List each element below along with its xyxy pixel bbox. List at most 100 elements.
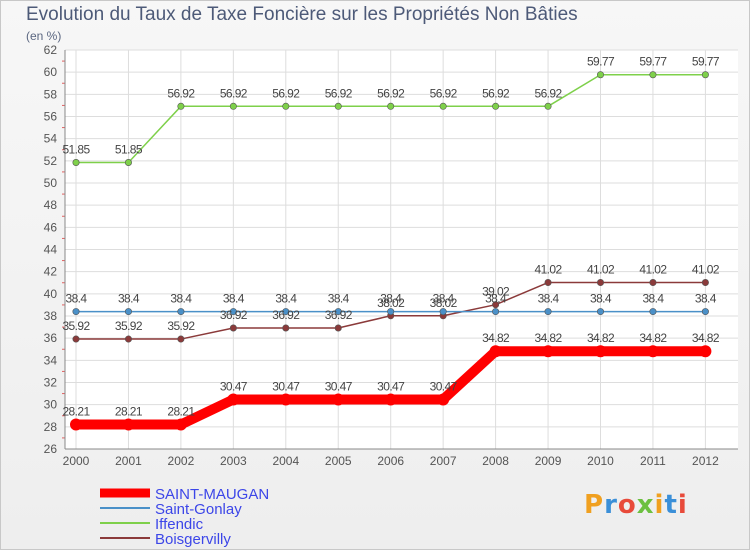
data-label-boisgervilly: 39.02 bbox=[482, 285, 510, 299]
data-point-iffendic bbox=[492, 102, 500, 110]
x-tick-label: 2003 bbox=[220, 454, 247, 468]
y-tick-label: 58 bbox=[44, 87, 58, 101]
x-tick-label: 2005 bbox=[325, 454, 352, 468]
x-tick-label: 2000 bbox=[63, 454, 90, 468]
legend-label-iffendic: Iffendic bbox=[155, 516, 204, 533]
y-tick-label: 60 bbox=[44, 65, 58, 79]
x-tick-label: 2010 bbox=[587, 454, 614, 468]
proxiti-logo: Proxiti bbox=[584, 490, 688, 520]
data-label-iffendic: 56.92 bbox=[535, 86, 563, 100]
x-tick-label: 2001 bbox=[115, 454, 142, 468]
data-label-iffendic: 59.77 bbox=[587, 55, 615, 69]
legend-label-boisgervilly: Boisgervilly bbox=[155, 531, 231, 548]
y-tick-label: 32 bbox=[44, 376, 58, 390]
y-tick-label: 28 bbox=[44, 420, 58, 434]
data-point-saint-maugan bbox=[646, 345, 659, 358]
data-label-saint-gonlay: 38.4 bbox=[590, 292, 612, 306]
chart-subtitle: (en %) bbox=[26, 29, 62, 43]
data-point-saint-maugan bbox=[699, 345, 712, 358]
data-label-saint-gonlay: 38.4 bbox=[223, 292, 245, 306]
data-point-saint-maugan bbox=[279, 393, 292, 406]
data-label-saint-maugan: 30.47 bbox=[430, 379, 458, 393]
data-label-saint-maugan: 30.47 bbox=[220, 379, 248, 393]
data-label-boisgervilly: 41.02 bbox=[692, 263, 720, 277]
data-label-boisgervilly: 41.02 bbox=[639, 263, 667, 277]
data-label-saint-maugan: 34.82 bbox=[639, 331, 667, 345]
data-point-boisgervilly bbox=[544, 279, 552, 287]
data-label-saint-gonlay: 38.4 bbox=[642, 292, 664, 306]
data-label-boisgervilly: 36.92 bbox=[220, 308, 248, 322]
data-point-boisgervilly bbox=[334, 324, 342, 332]
data-point-iffendic bbox=[177, 102, 185, 110]
data-point-boisgervilly bbox=[177, 335, 185, 343]
data-point-saint-gonlay bbox=[177, 308, 185, 316]
y-tick-label: 36 bbox=[44, 331, 58, 345]
data-point-boisgervilly bbox=[649, 279, 657, 287]
data-label-iffendic: 56.92 bbox=[377, 86, 405, 100]
data-point-saint-gonlay bbox=[72, 308, 80, 316]
data-label-saint-gonlay: 38.4 bbox=[328, 292, 350, 306]
data-point-saint-maugan bbox=[332, 393, 345, 406]
data-label-saint-gonlay: 38.4 bbox=[695, 292, 717, 306]
data-point-iffendic bbox=[649, 71, 657, 79]
data-label-saint-maugan: 28.21 bbox=[62, 405, 90, 419]
data-point-saint-maugan bbox=[489, 345, 502, 358]
chart-title: Evolution du Taux de Taxe Foncière sur l… bbox=[26, 4, 578, 25]
data-label-iffendic: 56.92 bbox=[325, 86, 353, 100]
y-tick-label: 44 bbox=[44, 243, 58, 257]
data-point-boisgervilly bbox=[596, 279, 604, 287]
data-label-saint-gonlay: 38.4 bbox=[275, 292, 297, 306]
x-tick-label: 2008 bbox=[482, 454, 509, 468]
data-label-saint-maugan: 34.82 bbox=[692, 331, 720, 345]
data-point-saint-gonlay bbox=[229, 308, 237, 316]
data-label-saint-gonlay: 38.4 bbox=[380, 292, 402, 306]
x-tick-label: 2012 bbox=[692, 454, 719, 468]
y-tick-label: 26 bbox=[44, 442, 58, 456]
data-label-boisgervilly: 35.92 bbox=[167, 319, 195, 333]
data-point-iffendic bbox=[124, 158, 132, 166]
data-label-boisgervilly: 38.02 bbox=[430, 296, 458, 310]
data-label-iffendic: 51.85 bbox=[62, 142, 90, 156]
x-tick-label: 2006 bbox=[377, 454, 404, 468]
data-label-iffendic: 56.92 bbox=[430, 86, 458, 100]
data-point-saint-gonlay bbox=[282, 308, 290, 316]
data-label-saint-gonlay: 38.4 bbox=[433, 292, 455, 306]
data-label-boisgervilly: 38.02 bbox=[377, 296, 405, 310]
data-label-saint-maugan: 30.47 bbox=[272, 379, 300, 393]
data-point-iffendic bbox=[701, 71, 709, 79]
data-label-boisgervilly: 41.02 bbox=[535, 263, 563, 277]
data-label-saint-gonlay: 38.4 bbox=[170, 292, 192, 306]
data-point-iffendic bbox=[282, 102, 290, 110]
data-label-saint-maugan: 28.21 bbox=[167, 405, 195, 419]
y-tick-label: 54 bbox=[44, 132, 58, 146]
data-label-saint-maugan: 30.47 bbox=[325, 379, 353, 393]
data-label-saint-maugan: 34.82 bbox=[535, 331, 563, 345]
data-point-iffendic bbox=[229, 102, 237, 110]
data-label-iffendic: 59.77 bbox=[692, 55, 720, 69]
legend-label-saint-gonlay: Saint-Gonlay bbox=[155, 501, 242, 518]
data-label-iffendic: 51.85 bbox=[115, 142, 143, 156]
data-point-saint-gonlay bbox=[387, 308, 395, 316]
y-tick-label: 38 bbox=[44, 309, 58, 323]
data-point-boisgervilly bbox=[124, 335, 132, 343]
data-point-saint-gonlay bbox=[649, 308, 657, 316]
data-point-saint-gonlay bbox=[334, 308, 342, 316]
data-point-boisgervilly bbox=[492, 301, 500, 309]
data-point-saint-maugan bbox=[70, 418, 82, 431]
data-point-boisgervilly bbox=[72, 335, 80, 343]
y-tick-label: 34 bbox=[44, 353, 58, 367]
data-point-boisgervilly bbox=[282, 324, 290, 332]
data-label-boisgervilly: 36.92 bbox=[325, 308, 353, 322]
x-tick-label: 2011 bbox=[640, 454, 666, 468]
y-tick-label: 52 bbox=[44, 154, 58, 168]
x-tick-label: 2007 bbox=[430, 454, 457, 468]
y-tick-label: 42 bbox=[44, 265, 58, 279]
x-tick-label: 2004 bbox=[272, 454, 299, 468]
data-point-iffendic bbox=[387, 102, 395, 110]
x-tick-label: 2002 bbox=[168, 454, 195, 468]
data-point-saint-gonlay bbox=[492, 308, 500, 316]
x-tick-label: 2009 bbox=[535, 454, 562, 468]
legend-label-saint-maugan: SAINT-MAUGAN bbox=[155, 486, 269, 503]
data-point-boisgervilly bbox=[701, 279, 709, 287]
